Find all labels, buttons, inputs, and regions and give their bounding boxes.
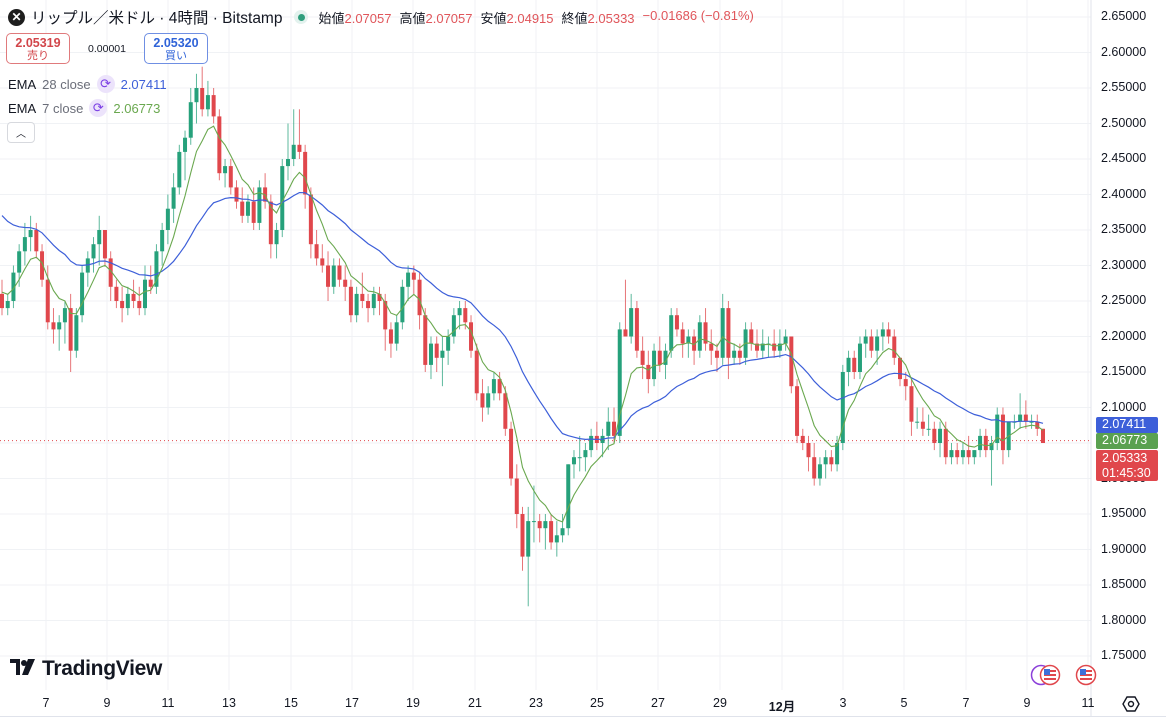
open-label: 始値	[318, 10, 345, 26]
time-axis-label: 23	[529, 696, 543, 710]
price-axis-label: 1.80000	[1101, 612, 1147, 627]
symbol-title[interactable]: リップル／米ドル · 4時間 · Bitstamp	[31, 10, 283, 27]
collapse-indicators-button[interactable]: ︿	[7, 122, 35, 143]
xrp-logo-icon: ✕	[8, 8, 25, 26]
price-axis-label: 2.60000	[1101, 44, 1147, 59]
settings-icon[interactable]	[1122, 695, 1140, 713]
market-open-dot-icon[interactable]	[294, 10, 309, 24]
price-axis-label: 2.25000	[1101, 293, 1147, 307]
change-value: −0.01686 (−0.81%)	[642, 7, 754, 23]
spread-value: 0.00001	[88, 42, 126, 55]
ema-lines	[1, 125, 1044, 523]
close-label: 終値	[561, 10, 588, 26]
tradingview-logo-icon	[10, 658, 36, 681]
us-flag-event-icon[interactable]	[1075, 664, 1097, 686]
time-axis-label: 9	[1023, 696, 1031, 710]
buy-button[interactable]: 2.05320 買い	[144, 33, 208, 64]
indicator-value: 2.06773	[113, 100, 161, 116]
tradingview-logo-text: TradingView	[42, 657, 163, 680]
time-axis-label: 21	[468, 696, 482, 710]
low-value: 2.04915	[506, 10, 554, 26]
high-label: 高値	[399, 10, 426, 26]
time-axis-label: 27	[651, 696, 665, 710]
buy-price: 2.05320	[153, 36, 199, 50]
indicator-params: 28 close	[42, 76, 91, 92]
last-price-tag: 2.05333 01:45:30	[1096, 450, 1158, 481]
indicator-name: EMA	[8, 76, 37, 92]
time-axis-label: 15	[284, 696, 298, 710]
indicator-ema28[interactable]: EMA 28 close ⟳ 2.07411	[8, 75, 167, 93]
sell-label: 売り	[27, 50, 49, 62]
time-axis-label: 25	[590, 696, 604, 710]
price-axis-label: 2.40000	[1101, 186, 1147, 201]
indicator-value: 2.07411	[120, 76, 167, 92]
trade-panel: 2.05319 売り 0.00001 2.05320 買い	[6, 33, 208, 64]
time-axis-label: 29	[713, 696, 727, 710]
time-axis-label: 11	[1081, 696, 1095, 710]
time-axis-label: 3	[839, 696, 847, 710]
price-axis-label: 2.15000	[1101, 364, 1147, 378]
indicator-name: EMA	[8, 100, 37, 116]
price-axis-label: 2.35000	[1101, 222, 1147, 236]
bar-countdown: 01:45:30	[1102, 466, 1151, 480]
time-axis-label: 13	[222, 696, 236, 710]
chart-grid	[0, 0, 1091, 690]
refresh-icon[interactable]: ⟳	[89, 99, 108, 117]
indicator-params: 7 close	[42, 100, 84, 116]
high-value: 2.07057	[425, 10, 473, 26]
time-axis-label: 5	[900, 696, 908, 710]
sell-button[interactable]: 2.05319 売り	[6, 33, 70, 64]
price-axis-label: 1.75000	[1101, 648, 1147, 662]
price-axis-label: 2.55000	[1101, 80, 1147, 94]
last-price: 2.05333	[1102, 451, 1148, 465]
chevron-up-icon: ︿	[16, 129, 26, 140]
ema28-price-tag: 2.07411	[1096, 417, 1158, 433]
chart-header: ✕ リップル／米ドル · 4時間 · Bitstamp 始値2.07057 高値…	[8, 6, 754, 28]
close-value: 2.05333	[587, 10, 635, 26]
indicator-ema7[interactable]: EMA 7 close ⟳ 2.06773	[8, 99, 160, 117]
price-axis-label: 1.95000	[1101, 506, 1147, 520]
price-axis-label: 2.20000	[1101, 328, 1147, 343]
time-axis-label: 7	[962, 696, 970, 710]
price-axis-label: 2.45000	[1101, 151, 1147, 165]
time-axis-label: 7	[42, 696, 50, 710]
low-label: 安値	[480, 10, 507, 26]
bottom-border	[0, 716, 1166, 717]
price-axis-label: 1.85000	[1101, 577, 1147, 591]
price-axis-label: 1.90000	[1101, 541, 1147, 556]
tradingview-logo[interactable]: TradingView	[10, 657, 162, 681]
open-value: 2.07057	[344, 10, 392, 26]
time-axis-label: 17	[345, 696, 359, 710]
time-axis-label: 19	[406, 696, 420, 710]
time-axis-label: 11	[161, 696, 175, 710]
price-axis-label: 2.50000	[1101, 115, 1147, 130]
buy-label: 買い	[165, 50, 187, 62]
time-axis-label: 12月	[768, 700, 796, 714]
price-axis-label: 2.30000	[1101, 257, 1147, 272]
us-flag-event-icon[interactable]	[1039, 664, 1061, 686]
sell-price: 2.05319	[15, 36, 61, 50]
price-axis-label: 2.65000	[1101, 9, 1147, 23]
ohlc-values: 始値2.07057 高値2.07057 安値2.04915 終値2.05333 …	[318, 8, 753, 27]
refresh-icon[interactable]: ⟳	[96, 75, 115, 93]
time-axis-label: 9	[103, 696, 111, 710]
price-axis-label: 2.10000	[1101, 399, 1147, 414]
ema7-price-tag: 2.06773	[1096, 433, 1158, 449]
